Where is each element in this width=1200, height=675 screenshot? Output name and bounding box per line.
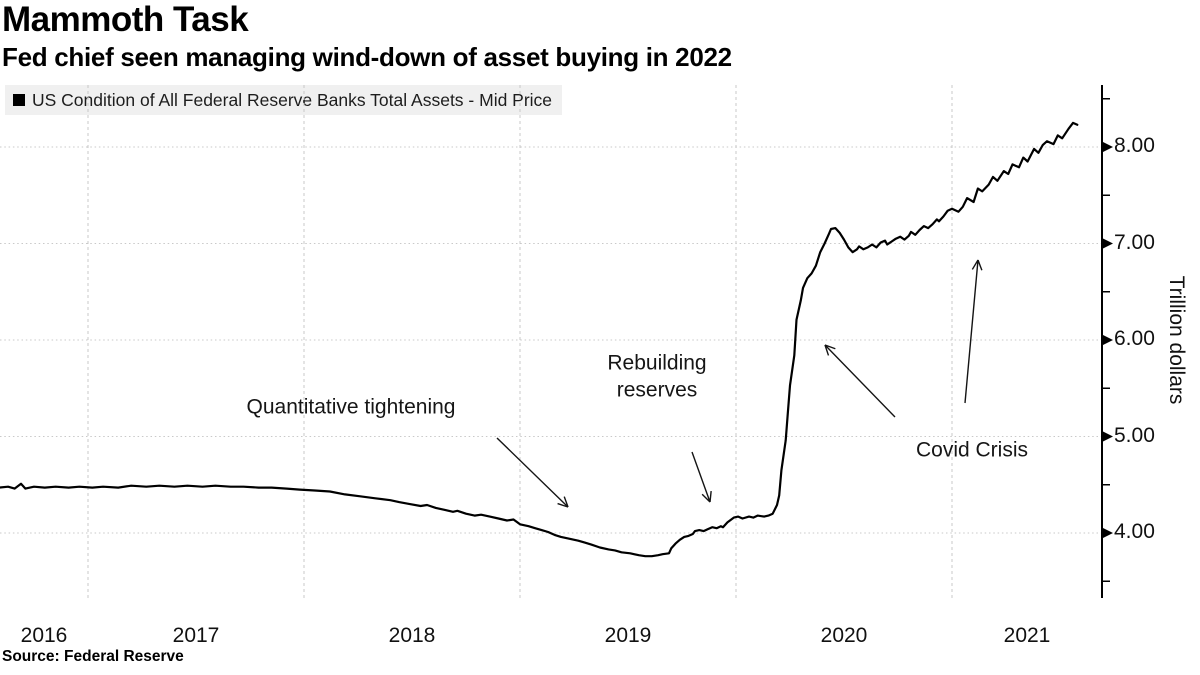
page-title: Mammoth Task [2,0,249,39]
annotation-arrow [496,437,569,508]
annotation-arrow [964,259,979,404]
series-line [0,121,1079,558]
x-tick-label-2017: 2017 [172,624,220,647]
y-major-tick-icon [1103,142,1113,152]
source-note: Source: Federal Reserve [2,648,184,665]
annotation-arrow [691,451,711,503]
y-major-tick-icon [1103,528,1113,538]
y-axis-title: Trillion dollars [1165,275,1188,405]
annotation-arrowhead-icon [709,490,712,503]
annotation-arrowhead-icon [563,496,569,508]
legend: US Condition of All Federal Reserve Bank… [5,85,563,115]
annotation-quantitative-tightening: Quantitative tightening [246,395,456,419]
x-tick-label-2019: 2019 [604,624,652,647]
x-tick-label-2020: 2020 [820,624,868,647]
annotation-arrow [824,344,896,418]
x-tick-label-2016: 2016 [20,624,68,647]
annotation-rebuilding-reserves: Rebuilding reserves [607,351,707,402]
y-tick-label-7.00: 7.00 [1114,230,1155,254]
x-tick-label-2021: 2021 [1003,624,1051,647]
y-tick-label-8.00: 8.00 [1114,134,1155,157]
legend-series-swatch-icon [13,94,25,106]
annotation-arrowhead-icon [824,344,836,350]
legend-series-label: US Condition of All Federal Reserve Bank… [32,89,553,110]
chart-subtitle: Fed chief seen managing wind-down of ass… [2,42,732,72]
annotation-arrowhead-icon [701,493,711,503]
y-tick-label-5.00: 5.00 [1114,423,1155,447]
annotation-covid-crisis: Covid Crisis [915,438,1029,462]
annotation-arrowhead-icon [557,502,569,508]
annotation-arrowhead-icon [824,344,830,356]
y-tick-label-4.00: 4.00 [1114,520,1155,543]
annotation-arrowhead-icon [971,259,979,270]
annotation-arrowhead-icon [977,259,983,271]
y-major-tick-icon [1103,335,1113,345]
y-major-tick-icon [1103,238,1113,249]
y-major-tick-icon [1103,431,1113,442]
x-tick-label-2018: 2018 [388,624,436,647]
y-tick-label-6.00: 6.00 [1114,327,1155,350]
